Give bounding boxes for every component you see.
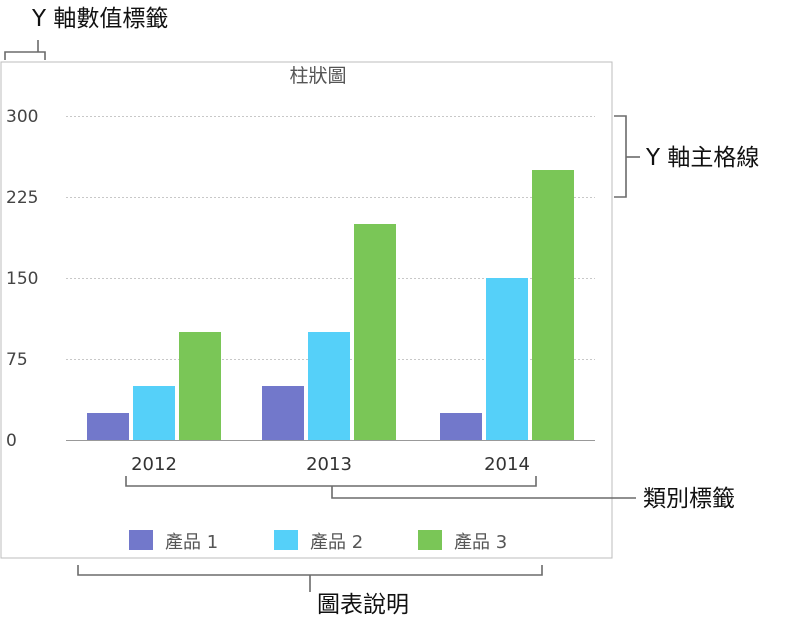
- bar: [440, 413, 482, 440]
- bar: [532, 170, 574, 440]
- chart-title: 柱狀圖: [289, 65, 346, 87]
- bar: [354, 224, 396, 440]
- callout-category-bracket: [125, 476, 537, 487]
- y-tick-labels: 0 75 150 225 300: [6, 107, 38, 451]
- bar: [486, 278, 528, 440]
- callout-y-value-labels-text: Y 軸數值標籤: [31, 6, 168, 32]
- callout-legend-text: 圖表說明: [317, 592, 409, 618]
- y-tick-label: 300: [6, 107, 38, 127]
- bar: [87, 413, 129, 440]
- legend-swatch: [418, 530, 442, 550]
- bar: [179, 332, 221, 440]
- y-tick-label: 75: [6, 350, 28, 370]
- category-labels: 2012 2013 2014: [131, 454, 530, 475]
- legend-label: 產品 3: [454, 532, 507, 553]
- legend-label: 產品 1: [165, 532, 218, 553]
- callout-category-text: 類別標籤: [643, 486, 735, 512]
- y-tick-label: 225: [6, 188, 38, 208]
- legend: 產品 1 產品 2 產品 3: [129, 530, 507, 553]
- bar: [308, 332, 350, 440]
- y-tick-label: 0: [6, 431, 17, 451]
- bar: [133, 386, 175, 440]
- bars: [87, 170, 574, 440]
- callout-y-gridlines-text: Y 軸主格線: [645, 145, 759, 171]
- callout-category-leader: [331, 486, 636, 499]
- bar: [262, 386, 304, 440]
- callout-y-value-labels-bracket: [4, 51, 46, 60]
- callout-category-labels: 類別標籤: [125, 476, 735, 512]
- category-label: 2012: [131, 454, 177, 475]
- callout-y-major-gridlines: Y 軸主格線: [614, 115, 759, 198]
- callout-legend: 圖表說明: [77, 565, 543, 618]
- callout-y-value-labels: Y 軸數值標籤: [4, 6, 168, 60]
- callout-y-gridlines-bracket: [614, 115, 627, 198]
- legend-swatch: [129, 530, 153, 550]
- legend-label: 產品 2: [310, 532, 363, 553]
- category-label: 2013: [306, 454, 352, 475]
- legend-swatch: [274, 530, 298, 550]
- y-tick-label: 150: [6, 269, 38, 289]
- callout-legend-bracket: [77, 565, 543, 576]
- category-label: 2014: [484, 454, 530, 475]
